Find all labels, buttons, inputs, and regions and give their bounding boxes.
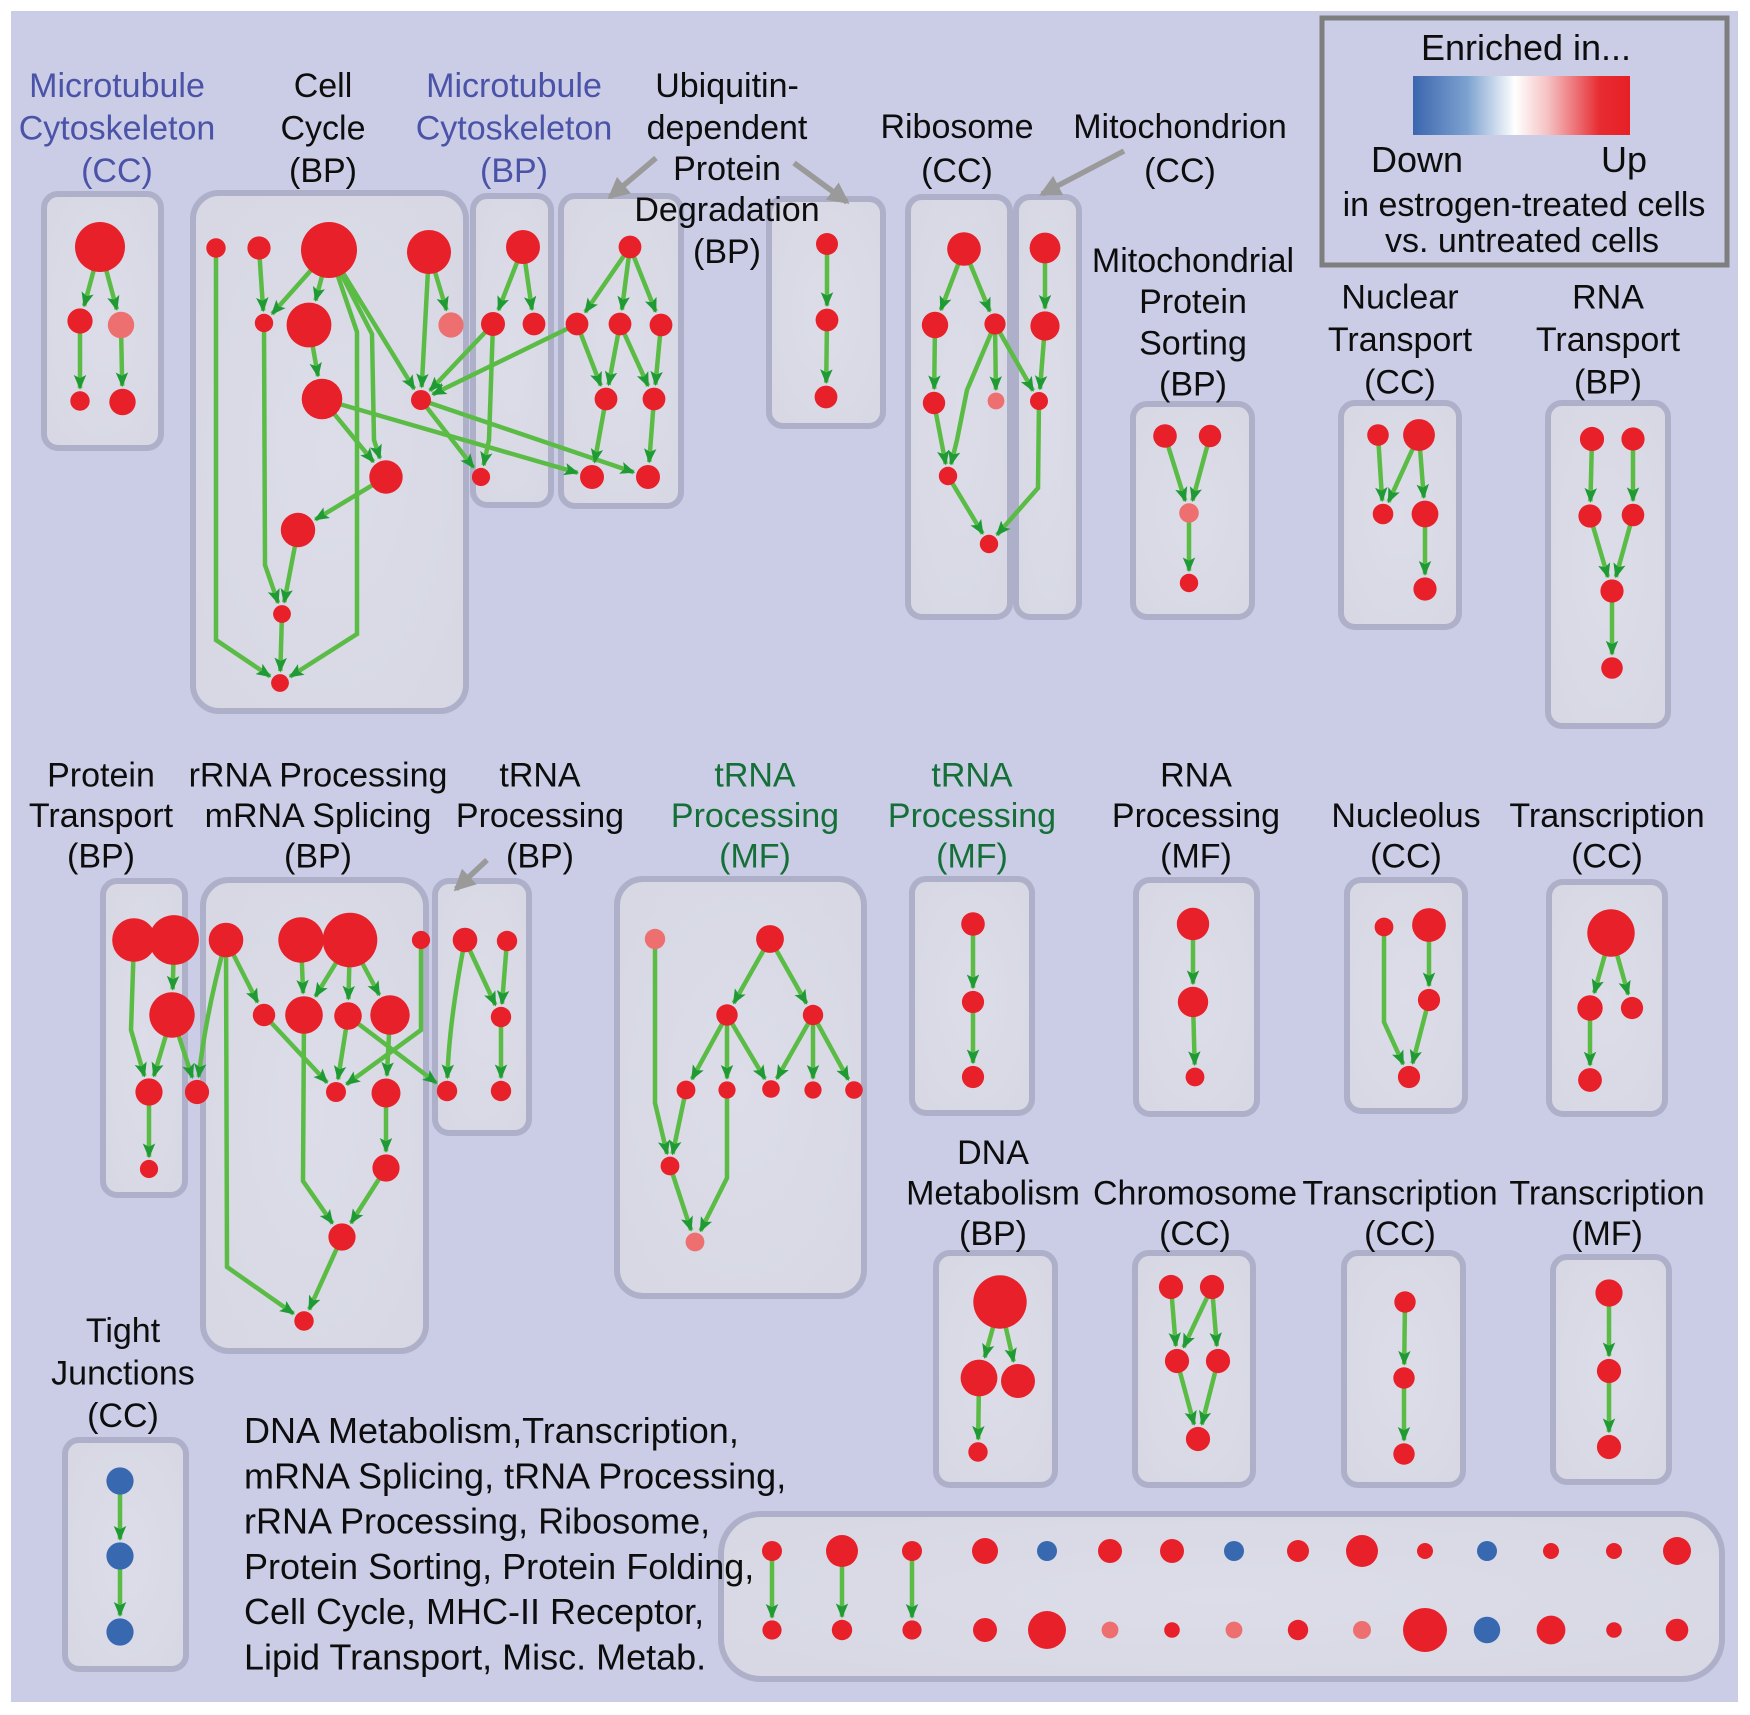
svg-text:Protein: Protein: [47, 757, 155, 795]
svg-text:rRNA Processing, Ribosome,: rRNA Processing, Ribosome,: [244, 1501, 710, 1542]
svg-text:Transcription: Transcription: [1302, 1175, 1497, 1213]
svg-text:Cell: Cell: [294, 67, 353, 105]
svg-text:Protein: Protein: [673, 150, 781, 188]
svg-text:Mitochondrion: Mitochondrion: [1073, 108, 1287, 146]
svg-text:(BP): (BP): [289, 152, 357, 190]
svg-text:(MF): (MF): [936, 838, 1008, 876]
svg-text:Nucleolus: Nucleolus: [1331, 797, 1480, 835]
svg-text:(BP): (BP): [959, 1215, 1027, 1253]
svg-text:Sorting: Sorting: [1139, 324, 1247, 362]
svg-text:(CC): (CC): [1159, 1215, 1231, 1253]
svg-text:Cytoskeleton: Cytoskeleton: [19, 110, 216, 148]
svg-text:Ribosome: Ribosome: [880, 108, 1033, 146]
svg-text:(BP): (BP): [480, 152, 548, 190]
svg-text:Down: Down: [1371, 139, 1463, 180]
svg-text:Junctions: Junctions: [51, 1355, 195, 1393]
svg-text:rRNA Processing: rRNA Processing: [189, 757, 448, 795]
svg-text:Processing: Processing: [671, 797, 839, 835]
svg-text:Microtubule: Microtubule: [426, 67, 602, 105]
svg-text:(CC): (CC): [1364, 364, 1436, 402]
svg-text:(CC): (CC): [1364, 1215, 1436, 1253]
svg-text:mRNA Splicing, tRNA Processing: mRNA Splicing, tRNA Processing,: [244, 1455, 786, 1496]
svg-text:Protein Sorting, Protein Foldi: Protein Sorting, Protein Folding,: [244, 1546, 754, 1587]
svg-text:Transport: Transport: [1328, 321, 1473, 359]
svg-text:Mitochondrial: Mitochondrial: [1092, 242, 1294, 280]
svg-text:Protein: Protein: [1139, 283, 1247, 321]
svg-text:dependent: dependent: [647, 109, 808, 147]
svg-text:tRNA: tRNA: [714, 757, 796, 795]
svg-text:Cytoskeleton: Cytoskeleton: [416, 110, 613, 148]
svg-text:RNA: RNA: [1160, 757, 1232, 795]
svg-text:RNA: RNA: [1572, 279, 1644, 317]
svg-text:Lipid Transport, Misc. Metab.: Lipid Transport, Misc. Metab.: [244, 1637, 706, 1678]
svg-text:Up: Up: [1601, 139, 1647, 180]
svg-text:(BP): (BP): [284, 838, 352, 876]
svg-text:(CC): (CC): [1571, 838, 1643, 876]
svg-text:Metabolism: Metabolism: [906, 1175, 1080, 1213]
svg-text:Chromosome: Chromosome: [1093, 1175, 1297, 1213]
svg-text:(MF): (MF): [719, 838, 791, 876]
svg-text:Tight: Tight: [86, 1312, 161, 1350]
svg-text:Ubiquitin-: Ubiquitin-: [655, 67, 799, 105]
svg-text:Degradation: Degradation: [634, 191, 819, 229]
svg-text:(CC): (CC): [1370, 838, 1442, 876]
svg-text:(CC): (CC): [87, 1397, 159, 1435]
svg-text:(BP): (BP): [67, 838, 135, 876]
svg-text:Transport: Transport: [29, 797, 174, 835]
svg-text:Transport: Transport: [1536, 321, 1681, 359]
svg-text:Enriched in...: Enriched in...: [1421, 27, 1631, 68]
svg-text:(MF): (MF): [1571, 1215, 1643, 1253]
svg-text:Transcription: Transcription: [1509, 1175, 1704, 1213]
svg-text:(BP): (BP): [693, 233, 761, 271]
svg-text:vs. untreated cells: vs. untreated cells: [1385, 222, 1659, 260]
svg-text:Cell Cycle, MHC-II Receptor,: Cell Cycle, MHC-II Receptor,: [244, 1591, 704, 1632]
svg-text:Microtubule: Microtubule: [29, 67, 205, 105]
svg-text:Processing: Processing: [1112, 797, 1280, 835]
svg-text:(CC): (CC): [1144, 152, 1216, 190]
svg-text:(MF): (MF): [1160, 838, 1232, 876]
svg-text:DNA Metabolism,Transcription,: DNA Metabolism,Transcription,: [244, 1410, 739, 1451]
svg-text:(BP): (BP): [1574, 364, 1642, 402]
svg-text:Cycle: Cycle: [280, 110, 365, 148]
svg-text:(CC): (CC): [81, 152, 153, 190]
svg-text:(BP): (BP): [1159, 366, 1227, 404]
svg-text:Processing: Processing: [888, 797, 1056, 835]
svg-text:tRNA: tRNA: [931, 757, 1013, 795]
svg-text:tRNA: tRNA: [499, 757, 581, 795]
svg-text:mRNA Splicing: mRNA Splicing: [205, 797, 432, 835]
svg-text:Nuclear: Nuclear: [1341, 279, 1458, 317]
svg-text:Transcription: Transcription: [1509, 797, 1704, 835]
svg-text:in estrogen-treated cells: in estrogen-treated cells: [1343, 186, 1706, 224]
svg-text:Processing: Processing: [456, 797, 624, 835]
svg-text:(CC): (CC): [921, 152, 993, 190]
svg-text:DNA: DNA: [957, 1134, 1029, 1172]
svg-text:(BP): (BP): [506, 838, 574, 876]
